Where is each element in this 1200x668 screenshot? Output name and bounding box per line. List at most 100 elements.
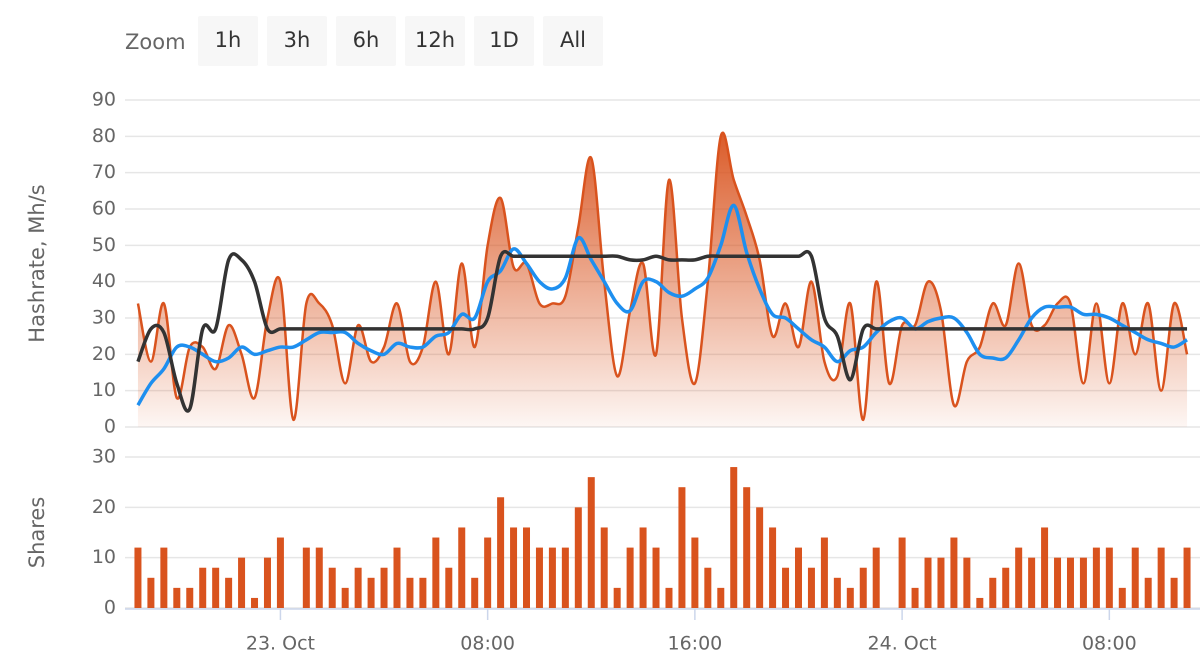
bar — [950, 537, 958, 608]
bar — [419, 577, 427, 608]
bar — [782, 567, 790, 608]
bar — [432, 537, 440, 608]
bar — [730, 467, 738, 608]
bar — [1157, 547, 1165, 608]
bar — [678, 487, 686, 608]
y-tick-label: 30 — [92, 446, 116, 468]
bar — [600, 527, 608, 608]
bar — [1118, 587, 1126, 608]
bar — [1066, 557, 1074, 608]
bar — [315, 547, 323, 608]
bar — [458, 527, 466, 608]
bar — [173, 587, 181, 608]
bar — [769, 527, 777, 608]
bar — [1028, 557, 1036, 608]
bar — [587, 477, 595, 608]
zoom-button-label: 1D — [489, 28, 519, 52]
zoom-button-label: 6h — [353, 28, 380, 52]
zoom-button[interactable]: 12h — [405, 16, 465, 66]
bar — [898, 537, 906, 608]
bar — [445, 567, 453, 608]
bar — [1105, 547, 1113, 608]
zoom-label: Zoom — [125, 30, 186, 54]
bar — [872, 547, 880, 608]
bar — [846, 587, 854, 608]
bar — [574, 507, 582, 608]
bar — [652, 547, 660, 608]
bar — [1170, 577, 1178, 608]
bar — [497, 497, 505, 608]
bar — [406, 577, 414, 608]
y-tick-label: 60 — [92, 198, 116, 220]
bar — [743, 487, 751, 608]
y-tick-label: 0 — [104, 416, 116, 438]
bar — [471, 577, 479, 608]
zoom-button[interactable]: 3h — [267, 16, 327, 66]
bar — [1079, 557, 1087, 608]
bar — [613, 587, 621, 608]
bar — [238, 557, 246, 608]
bar — [199, 567, 207, 608]
zoom-button-bg — [198, 16, 258, 66]
zoom-button-label: All — [560, 28, 586, 52]
bar — [1183, 547, 1191, 608]
zoom-button-label: 3h — [284, 28, 311, 52]
bar — [510, 527, 518, 608]
bar — [911, 587, 919, 608]
bar — [665, 587, 673, 608]
bar — [626, 547, 634, 608]
zoom-button-bg — [543, 16, 603, 66]
bar — [225, 577, 233, 608]
area-line — [136, 131, 1189, 421]
bar — [1054, 557, 1062, 608]
bar — [535, 547, 543, 608]
bar — [963, 557, 971, 608]
bar — [639, 527, 647, 608]
bar — [820, 537, 828, 608]
bar — [859, 567, 867, 608]
bar — [160, 547, 168, 608]
bar — [354, 567, 362, 608]
bar — [989, 577, 997, 608]
x-tick-label: 16:00 — [667, 633, 722, 655]
bar — [807, 567, 815, 608]
bar — [484, 537, 492, 608]
y-tick-label: 0 — [104, 597, 116, 619]
bar — [302, 547, 310, 608]
zoom-button[interactable]: 6h — [336, 16, 396, 66]
bar — [523, 527, 531, 608]
x-tick-label: 08:00 — [1082, 633, 1137, 655]
zoom-button[interactable]: 1D — [474, 16, 534, 66]
bar — [833, 577, 841, 608]
y-tick-label: 20 — [92, 343, 116, 365]
bar — [924, 557, 932, 608]
y-axis-title: Hashrate, Mh/s — [25, 184, 49, 342]
bar — [1131, 547, 1139, 608]
bar — [251, 597, 259, 608]
y-tick-label: 50 — [92, 234, 116, 256]
zoom-button[interactable]: All — [543, 16, 603, 66]
y-tick-label: 10 — [92, 546, 116, 568]
bar — [1041, 527, 1049, 608]
zoom-button-label: 1h — [215, 28, 242, 52]
line — [136, 249, 1188, 413]
bar — [186, 587, 194, 608]
bar — [393, 547, 401, 608]
x-tick-label: 23. Oct — [246, 633, 315, 655]
bar — [367, 577, 375, 608]
bar — [691, 537, 699, 608]
y-tick-label: 20 — [92, 496, 116, 518]
y-tick-label: 90 — [92, 89, 116, 111]
zoom-button[interactable]: 1h — [198, 16, 258, 66]
line — [136, 203, 1188, 407]
y-tick-label: 40 — [92, 270, 116, 292]
bar — [561, 547, 569, 608]
bar — [717, 587, 725, 608]
bar — [380, 567, 388, 608]
bar — [548, 547, 556, 608]
bar — [276, 537, 284, 608]
bar — [976, 597, 984, 608]
bar — [1144, 577, 1152, 608]
zoom-button-bg — [267, 16, 327, 66]
bar — [212, 567, 220, 608]
